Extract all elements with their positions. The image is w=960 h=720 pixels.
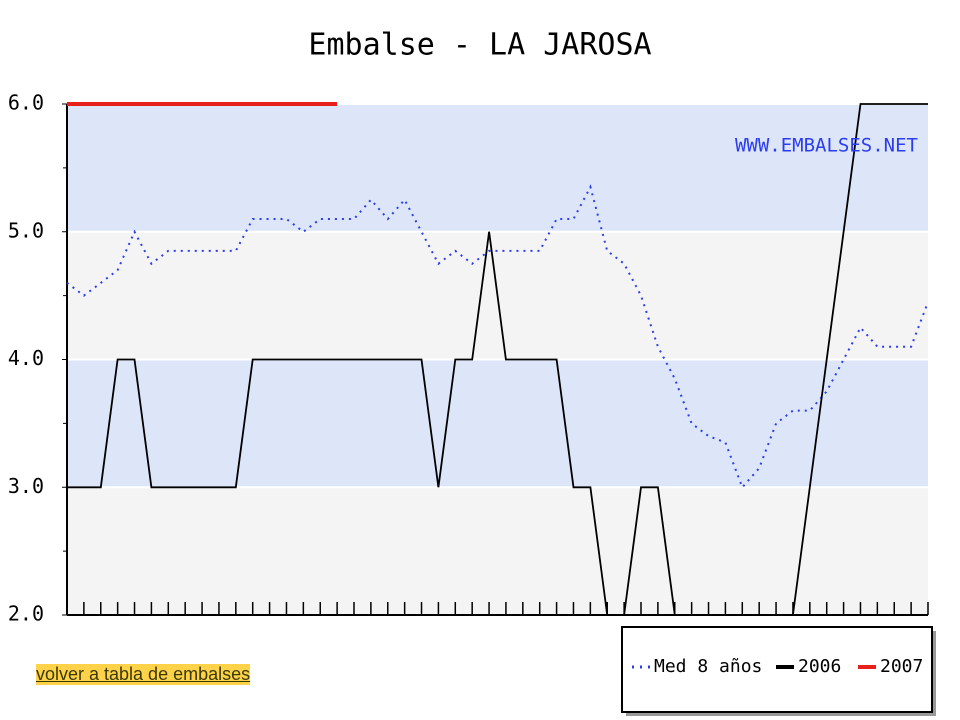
y-tick-label: 4.0 xyxy=(8,346,44,370)
series-line xyxy=(67,103,928,616)
legend-label: Med 8 años xyxy=(654,656,762,677)
plot-area: 2.0 3.0 4.0 5.0 6.0 xyxy=(8,91,929,626)
y-tick-label: 6.0 xyxy=(8,91,44,115)
watermark: WWW.EMBALSES.NET xyxy=(735,135,918,157)
legend xyxy=(621,626,933,713)
legend-items: Med 8 años 2006 2007 xyxy=(632,656,923,677)
y-tick-label: 3.0 xyxy=(8,474,44,498)
y-tick-label: 2.0 xyxy=(8,602,44,626)
chart-title: Embalse - LA JAROSA xyxy=(308,28,651,63)
band xyxy=(67,487,928,615)
band xyxy=(67,104,928,232)
legend-label: 2006 xyxy=(798,656,841,677)
series-line xyxy=(66,184,929,490)
band xyxy=(67,359,928,488)
legend-label: 2007 xyxy=(880,656,923,677)
y-tick-label: 5.0 xyxy=(8,218,44,242)
back-link[interactable]: volver a tabla de embalses xyxy=(36,664,251,685)
